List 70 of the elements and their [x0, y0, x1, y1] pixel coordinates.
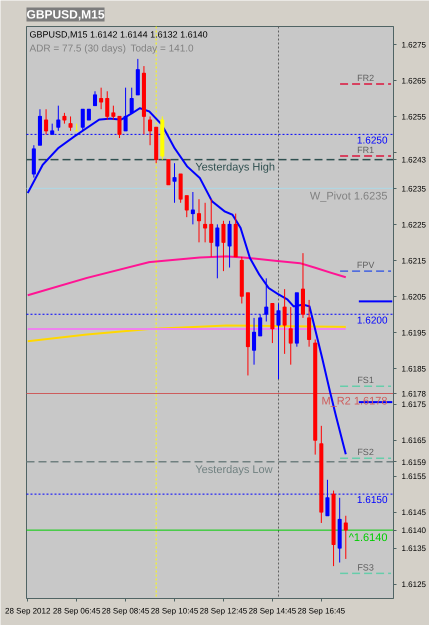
y-tick-label: 1.6195 — [402, 328, 427, 338]
y-tick-label: 1.6225 — [402, 220, 427, 230]
candlestick — [99, 87, 104, 110]
candlestick — [111, 105, 116, 121]
ref-line-label: Yesterdays High — [195, 162, 276, 174]
candlestick — [288, 306, 293, 366]
candlestick — [184, 195, 189, 218]
y-tick-label: 1.6178 — [402, 389, 427, 398]
candlestick — [344, 515, 348, 560]
y-tick-label: 1.6265 — [402, 76, 427, 86]
ref-line-label: 1.6250 — [356, 135, 388, 146]
candlestick — [307, 299, 312, 348]
candlestick — [203, 202, 208, 243]
series-label: FS1 — [357, 375, 374, 386]
y-tick-label: 1.6275 — [402, 40, 427, 50]
y-tick-label: 1.6125 — [402, 580, 427, 590]
line-series — [26, 255, 347, 296]
candlestick — [44, 108, 48, 135]
candlestick — [117, 116, 122, 139]
y-tick-label: 1.6140 — [402, 526, 427, 536]
candlestick — [209, 198, 214, 258]
ref-line-label: W_Pivot 1.6235 — [310, 190, 388, 202]
y-tick-label: 1.6175 — [402, 400, 427, 410]
y-tick-label: 1.6159 — [402, 458, 427, 467]
y-tick-label: 1.6235 — [402, 184, 427, 194]
candlestick — [221, 220, 226, 272]
series-label: FS2 — [357, 447, 374, 458]
ref-line-label: 1.6200 — [356, 315, 388, 326]
y-tick-label: 1.6243 — [402, 156, 427, 165]
y-tick-label: 1.6165 — [402, 436, 427, 446]
y-tick-label: 1.6145 — [402, 508, 427, 518]
x-tick-label: 28 Sep 06:45 — [52, 606, 102, 616]
candlestick — [68, 116, 73, 132]
x-tick-label: 28 Sep 10:45 — [150, 606, 199, 616]
x-tick-label: 28 Sep 12:45 — [200, 606, 248, 616]
ref-line-label: ^1.6140 — [348, 532, 388, 544]
ref-line-label: Yesterdays Low — [195, 464, 273, 476]
series-label: FR2 — [357, 73, 374, 84]
annotation: Today = 141.0 — [130, 44, 194, 54]
y-tick-label: 1.6205 — [402, 292, 427, 302]
series-label: FS3 — [357, 562, 374, 572]
series-label: FR1 — [357, 145, 374, 156]
candlestick — [148, 116, 152, 146]
ref-line-label: 1.6150 — [356, 495, 388, 506]
candlestick — [282, 288, 287, 354]
candlestick — [62, 112, 66, 124]
candlestick — [56, 105, 60, 132]
x-tick-label: 28 Sep 16:45 — [298, 606, 346, 616]
y-tick-label: 1.6155 — [402, 472, 427, 482]
candlestick — [228, 220, 232, 268]
y-tick-label: 1.6185 — [402, 364, 427, 374]
y-tick-label: 1.6255 — [402, 112, 427, 122]
series-label: FPV — [356, 260, 374, 270]
annotation: ADR = 77.5 (30 days) — [30, 44, 126, 54]
annotation: GBPUSD,M15 1.6142 1.6144 1.6132 1.6140 — [30, 30, 208, 40]
candlestick — [172, 162, 177, 204]
candlestick — [86, 108, 91, 121]
candlestick — [252, 317, 256, 366]
x-tick-label: 28 Sep 2012 — [5, 606, 51, 616]
x-tick-label: 28 Sep 14:45 — [248, 606, 297, 616]
candlestick — [190, 191, 195, 225]
candlestick — [196, 198, 202, 243]
x-tick-label: 28 Sep 08:45 — [102, 606, 150, 616]
y-tick-label: 1.6215 — [402, 256, 427, 266]
y-tick-label: 1.6135 — [402, 544, 427, 554]
chart-title: GBPUSD,M15 — [26, 8, 105, 22]
candlestick — [215, 224, 220, 279]
line-series — [26, 324, 347, 342]
candlestick — [92, 90, 98, 106]
candlestick — [105, 90, 110, 121]
